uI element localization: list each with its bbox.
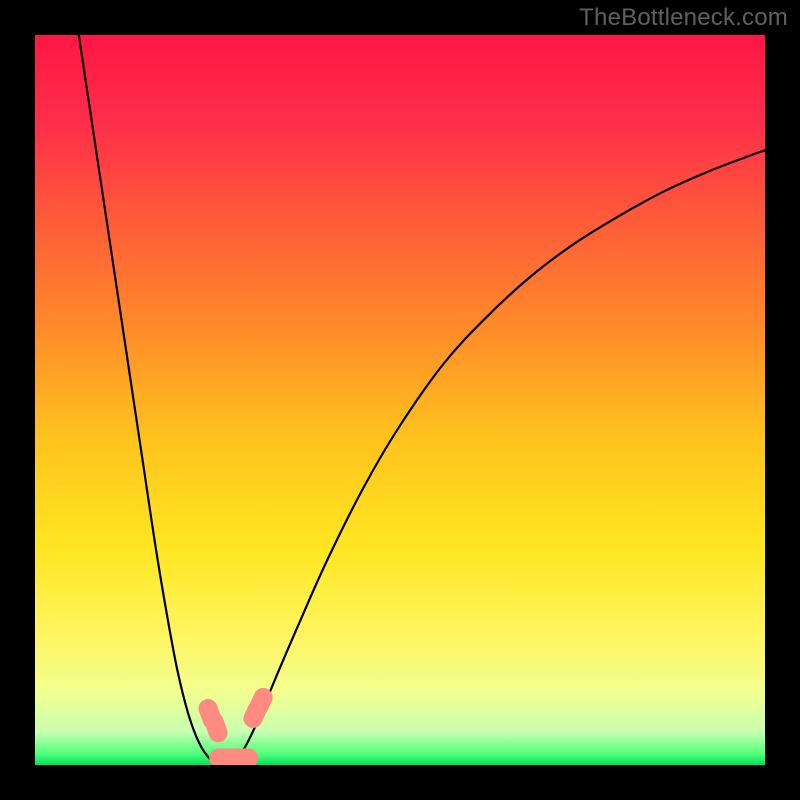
marker-left-pair-b — [202, 709, 230, 744]
chart-frame: TheBottleneck.com — [0, 0, 800, 800]
marker-layer — [35, 35, 765, 765]
watermark-text: TheBottleneck.com — [579, 4, 788, 32]
marker-bottom-bar — [209, 749, 259, 765]
plot-area — [35, 35, 765, 765]
